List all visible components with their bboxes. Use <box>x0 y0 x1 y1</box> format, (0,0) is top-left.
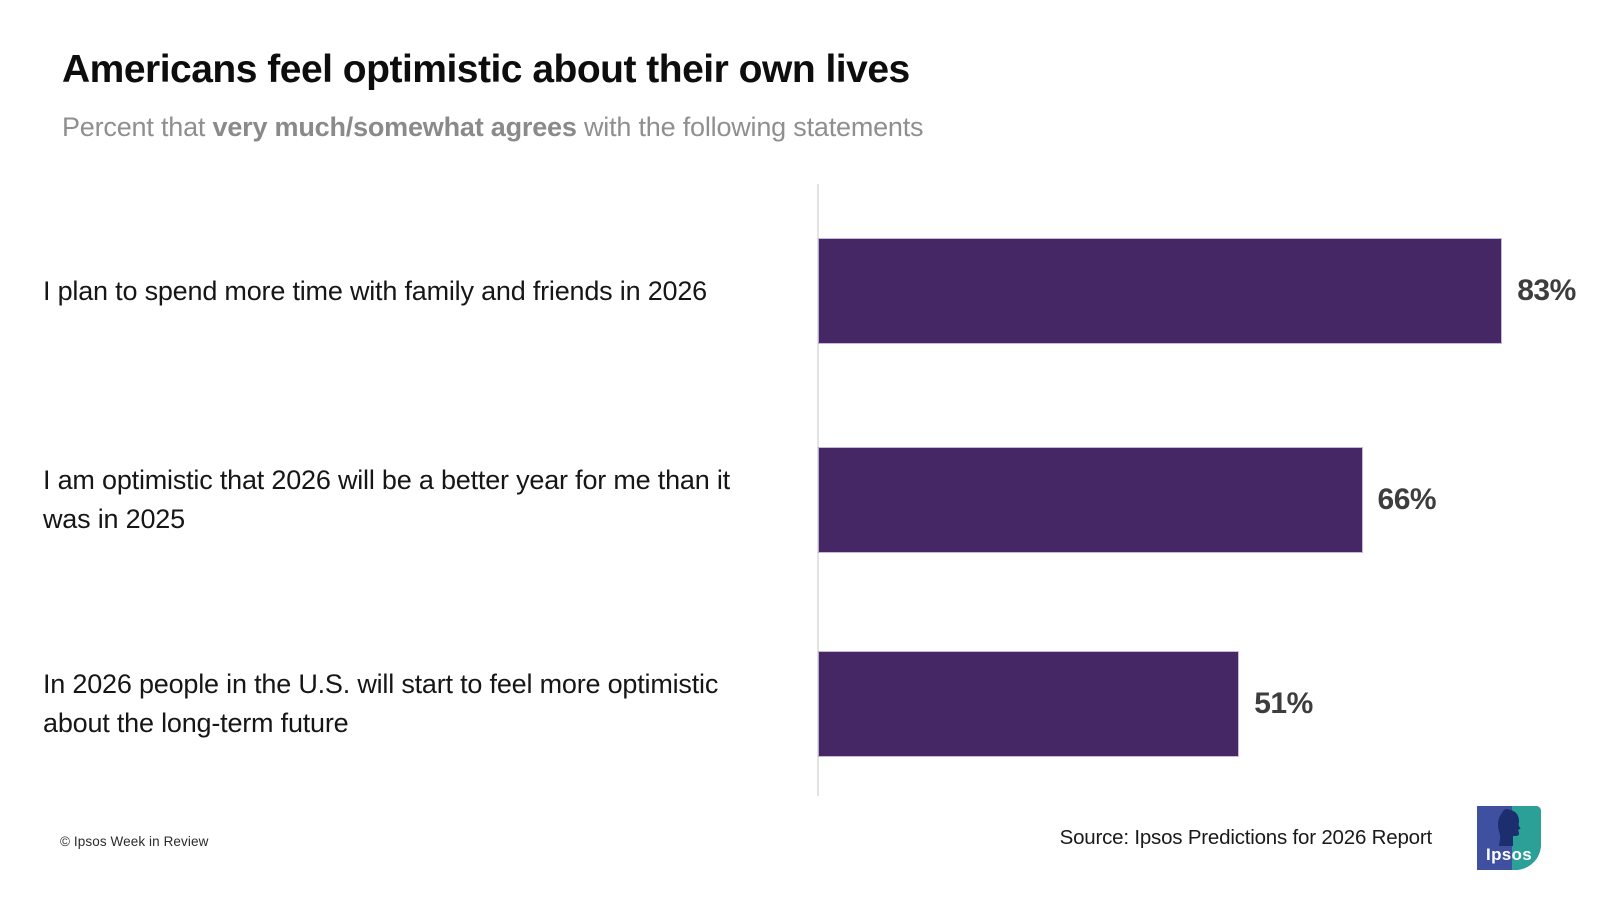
bar <box>819 652 1239 756</box>
bar-value-label: 51% <box>1254 687 1313 720</box>
bar-category-label: In 2026 people in the U.S. will start to… <box>43 652 783 756</box>
bar-category-label: I am optimistic that 2026 will be a bett… <box>43 448 783 552</box>
ipsos-wordmark: Ipsos <box>1486 845 1532 864</box>
bar <box>819 448 1362 552</box>
bar-value-label: 83% <box>1517 274 1576 307</box>
bar-category-text: I am optimistic that 2026 will be a bett… <box>43 465 730 534</box>
subtitle-emphasis: very much/somewhat agrees <box>212 112 577 142</box>
chart-subtitle: Percent that very much/somewhat agrees w… <box>62 112 924 143</box>
bar-category-label: I plan to spend more time with family an… <box>43 239 783 343</box>
bar <box>819 239 1502 343</box>
source-text: Source: Ipsos Predictions for 2026 Repor… <box>1059 826 1433 849</box>
woman-profile-icon <box>1498 809 1521 846</box>
subtitle-suffix: with the following statements <box>576 112 924 142</box>
bar-row: 66% <box>819 448 1437 552</box>
subtitle-prefix: Percent that <box>62 112 213 142</box>
bar-value-label: 66% <box>1377 483 1437 516</box>
chart-title: Americans feel optimistic about their ow… <box>62 48 910 91</box>
ipsos-logo: Ipsos <box>1477 806 1541 870</box>
bar-category-text: In 2026 people in the U.S. will start to… <box>43 669 719 738</box>
bar-row: 83% <box>819 239 1576 343</box>
copyright-text: © Ipsos Week in Review <box>60 834 209 849</box>
bar-category-text: I plan to spend more time with family an… <box>43 275 707 306</box>
bar-row: 51% <box>819 652 1313 756</box>
y-axis-line <box>817 184 819 796</box>
